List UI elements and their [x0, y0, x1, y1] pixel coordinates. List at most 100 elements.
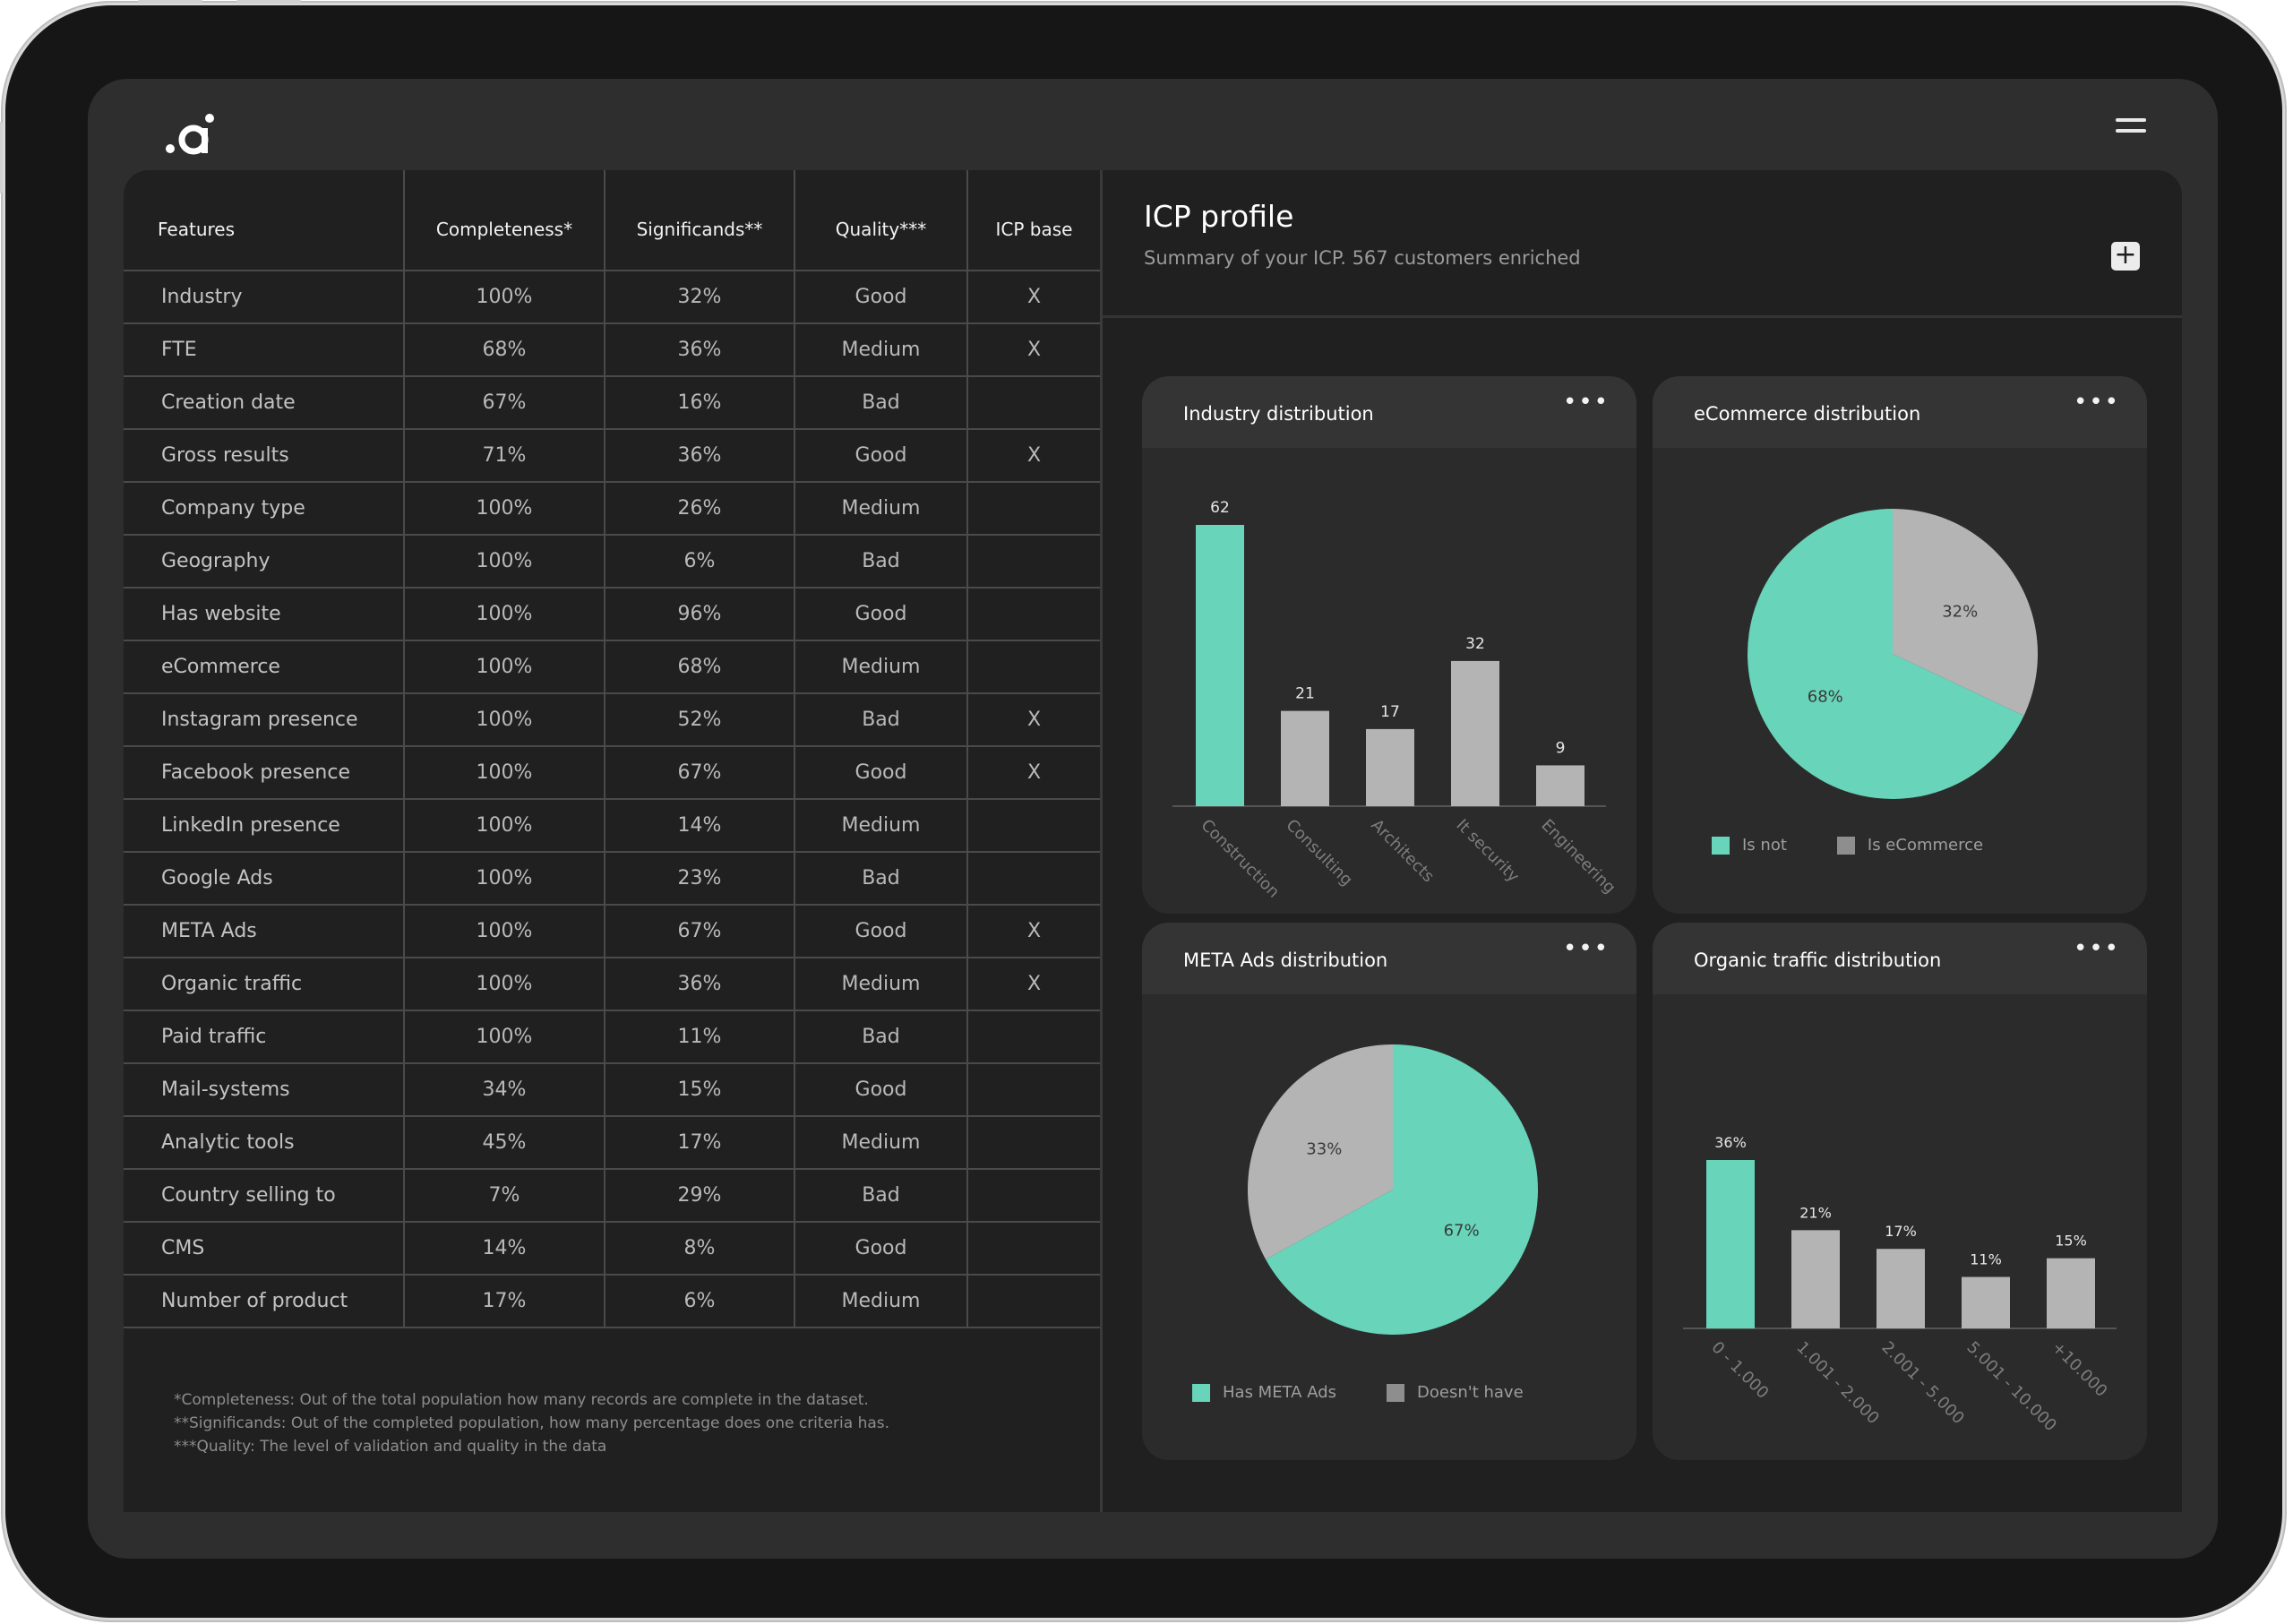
cell-completeness: 100% [404, 852, 605, 906]
bar[interactable] [1962, 1276, 2010, 1328]
card-title: Organic traffic distribution [1694, 949, 1942, 971]
cell-feature: Company type [124, 482, 405, 536]
bar[interactable] [1451, 660, 1499, 806]
cell-feature: Paid traffic [124, 1010, 405, 1064]
bar[interactable] [1876, 1249, 1925, 1328]
header-quality[interactable]: Quality*** [794, 170, 968, 271]
bar[interactable] [1366, 728, 1414, 806]
table-row[interactable]: Number of product 17% 6% Medium [124, 1275, 1100, 1328]
footnote-significands: **Significands: Out of the completed pop… [174, 1414, 890, 1432]
cell-feature: Number of product [124, 1275, 405, 1328]
cell-icp-base: X [967, 323, 1100, 377]
cell-feature: Organic traffic [124, 958, 405, 1011]
cell-completeness: 17% [404, 1275, 605, 1328]
table-row[interactable]: FTE 68% 36% Medium X [124, 323, 1100, 377]
cell-quality: Medium [794, 1275, 968, 1328]
page-title: ICP profile [1144, 199, 1294, 234]
legend-label: Doesn't have [1417, 1383, 1524, 1402]
card-header: Industry distribution ••• [1142, 376, 1636, 448]
bar[interactable] [1791, 1230, 1840, 1328]
table-row[interactable]: CMS 14% 8% Good [124, 1222, 1100, 1276]
footnote-completeness: *Completeness: Out of the total populati… [174, 1391, 869, 1409]
table-row[interactable]: Analytic tools 45% 17% Medium [124, 1116, 1100, 1170]
cell-feature: Gross results [124, 429, 405, 483]
legend-item: Has META Ads [1192, 1383, 1336, 1402]
header-significands[interactable]: Significands** [605, 170, 795, 271]
cell-feature: LinkedIn presence [124, 799, 405, 853]
table-row[interactable]: LinkedIn presence 100% 14% Medium [124, 799, 1100, 853]
bar[interactable] [1536, 765, 1584, 806]
cell-quality: Medium [794, 799, 968, 853]
plus-icon[interactable]: + [2111, 242, 2140, 271]
table-row[interactable]: Mail-systems 34% 15% Good [124, 1063, 1100, 1117]
cell-feature: Country selling to [124, 1169, 405, 1223]
table-row[interactable]: Company type 100% 26% Medium [124, 482, 1100, 536]
table-row[interactable]: Industry 100% 32% Good X [124, 271, 1100, 324]
cell-significands: 16% [605, 376, 795, 430]
cell-feature: Analytic tools [124, 1116, 405, 1170]
volume-button-top [138, 0, 202, 4]
table-row[interactable]: Google Ads 100% 23% Bad [124, 852, 1100, 906]
table-row[interactable]: Geography 100% 6% Bad [124, 535, 1100, 589]
page-subtitle: Summary of your ICP. 567 customers enric… [1144, 247, 1581, 269]
cell-icp-base [967, 482, 1100, 536]
table-row[interactable]: Gross results 71% 36% Good X [124, 429, 1100, 483]
table-row[interactable]: Facebook presence 100% 67% Good X [124, 746, 1100, 800]
cell-quality: Good [794, 1222, 968, 1276]
more-dots-icon[interactable]: ••• [2073, 389, 2120, 416]
bar[interactable] [2047, 1258, 2095, 1328]
industry-distribution-card: Industry distribution ••• 62 Construction… [1142, 376, 1636, 914]
table-row[interactable]: eCommerce 100% 68% Medium [124, 640, 1100, 694]
table-row[interactable]: Has website 100% 96% Good [124, 588, 1100, 641]
bar[interactable] [1196, 525, 1244, 806]
tick-label: 1.001 - 2.000 [1792, 1338, 1882, 1428]
cell-feature: Mail-systems [124, 1063, 405, 1117]
table-row[interactable]: Instagram presence 100% 52% Bad X [124, 693, 1100, 747]
cell-feature: Creation date [124, 376, 405, 430]
header-features[interactable]: Features [124, 170, 405, 271]
data-label: 15% [2055, 1233, 2087, 1250]
bar[interactable] [1281, 710, 1329, 806]
more-dots-icon[interactable]: ••• [2073, 935, 2120, 962]
tick-label: Construction [1197, 816, 1283, 902]
features-table-panel: Features Completeness* Significands** Qu… [124, 170, 1100, 1512]
table-row[interactable]: Paid traffic 100% 11% Bad [124, 1010, 1100, 1064]
cell-completeness: 100% [404, 693, 605, 747]
cell-quality: Good [794, 905, 968, 958]
cell-significands: 67% [605, 746, 795, 800]
cell-icp-base [967, 1010, 1100, 1064]
cell-completeness: 100% [404, 482, 605, 536]
header-icp-base[interactable]: ICP base [967, 170, 1100, 271]
cell-icp-base: X [967, 905, 1100, 958]
hamburger-menu-icon[interactable] [2116, 116, 2146, 140]
more-dots-icon[interactable]: ••• [1562, 935, 1610, 962]
cell-icp-base [967, 1275, 1100, 1328]
organic-traffic-bar-chart: 36% 0 - 1.000 21% 1.001 - 2.000 17% 2.001 - 5… [1683, 1134, 2117, 1435]
dashboard-content: Features Completeness* Significands** Qu… [124, 170, 2182, 1512]
bar[interactable] [1706, 1160, 1755, 1328]
legend-swatch [1387, 1383, 1405, 1402]
meta-ads-pie-chart: 67% 33% [1248, 1044, 1538, 1335]
header-completeness[interactable]: Completeness* [404, 170, 605, 271]
pie-slice[interactable] [1266, 1044, 1538, 1335]
icp-profile-panel: ICP profile Summary of your ICP. 567 cus… [1103, 170, 2182, 1512]
legend-item: Doesn't have [1387, 1383, 1524, 1402]
table-row[interactable]: Country selling to 7% 29% Bad [124, 1169, 1100, 1223]
table-row[interactable]: Organic traffic 100% 36% Medium X [124, 958, 1100, 1011]
pie-slice[interactable] [1893, 509, 2038, 716]
cell-icp-base [967, 640, 1100, 694]
cell-completeness: 34% [404, 1063, 605, 1117]
table-row[interactable]: META Ads 100% 67% Good X [124, 905, 1100, 958]
slice-label: 32% [1942, 602, 1978, 621]
slice-label: 68% [1808, 688, 1843, 707]
cell-feature: META Ads [124, 905, 405, 958]
pie-slice[interactable] [1248, 1044, 1393, 1260]
pie-slice[interactable] [1748, 509, 2024, 799]
more-dots-icon[interactable]: ••• [1562, 389, 1610, 416]
cell-completeness: 68% [404, 323, 605, 377]
card-header: META Ads distribution ••• [1142, 923, 1636, 994]
cell-completeness: 100% [404, 1010, 605, 1064]
cell-feature: FTE [124, 323, 405, 377]
tick-label: 2.001 - 5.000 [1877, 1338, 1967, 1428]
table-row[interactable]: Creation date 67% 16% Bad [124, 376, 1100, 430]
